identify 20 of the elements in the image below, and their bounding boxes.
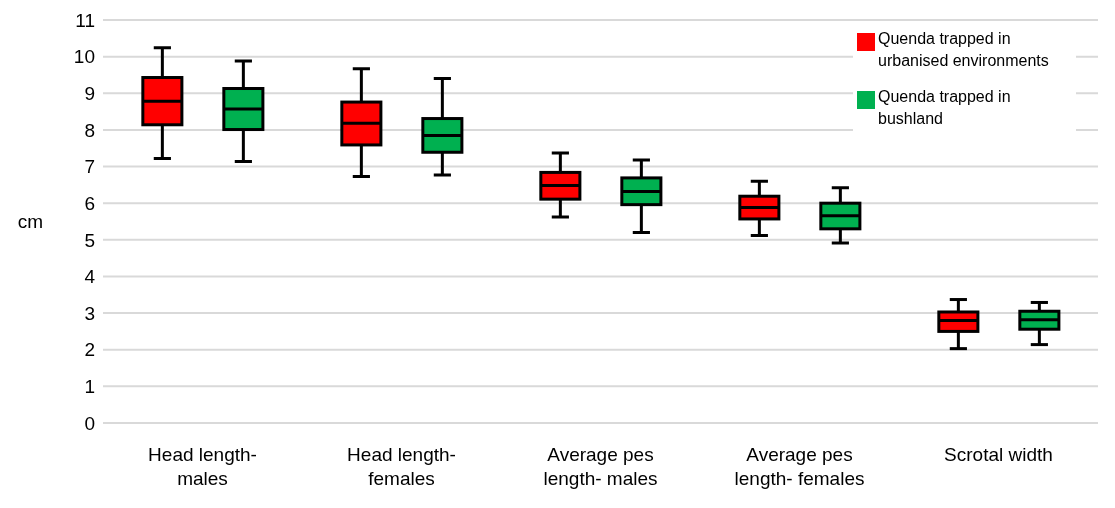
y-tick-label: 1 [84,376,95,398]
x-tick-label: Average pes length- females [734,444,865,489]
legend-label: Quenda trapped in urbanised environments [878,29,1050,71]
x-tick-label: Head length- males [148,444,257,489]
y-tick-label: 3 [84,302,95,324]
y-tick-label: 2 [84,339,95,361]
y-tick-label: 4 [84,266,96,288]
y-axis-title: cm [17,211,43,233]
x-tick-label: Head length- females [347,444,456,489]
y-tick-label: 5 [84,229,95,251]
y-tick-label: 0 [84,412,95,434]
y-tick-label: 7 [84,156,95,178]
y-tick-label: 8 [84,119,95,141]
y-tick-label: 10 [73,46,95,68]
x-tick-label: Scrotal width [944,444,1053,465]
legend-label: Quenda trapped in bushland [878,87,1012,129]
y-tick-label: 6 [84,192,95,214]
x-tick-label: Average pes length- males [543,444,658,489]
y-tick-label: 9 [84,83,95,105]
y-tick-label: 11 [75,9,95,31]
